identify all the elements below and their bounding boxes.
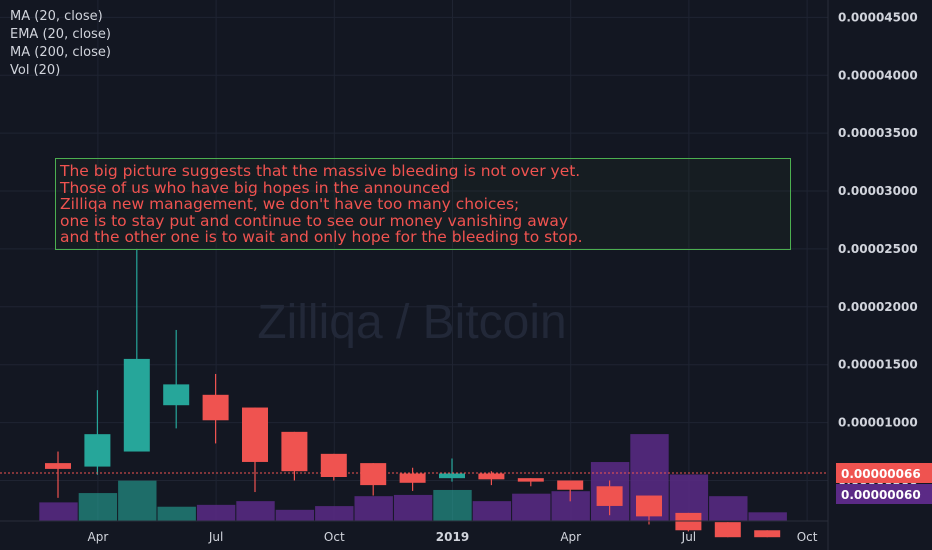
time-tick-label: Jul	[681, 530, 696, 544]
legend-ma20[interactable]: MA (20, close)	[10, 9, 103, 24]
volume-bar	[275, 509, 315, 521]
price-label: 0.00000066	[841, 467, 921, 481]
time-tick-label: Oct	[797, 530, 818, 544]
price-tick-label: 0.00001000	[838, 416, 918, 430]
annotation-line: one is to stay put and continue to see o…	[60, 211, 569, 230]
candle-body[interactable]	[84, 434, 111, 467]
volume-bar	[709, 496, 748, 521]
time-tick-label: Oct	[324, 530, 345, 544]
volume-bar	[118, 480, 157, 521]
volume-label-box	[836, 484, 932, 504]
price-tick-label: 0.00004000	[838, 68, 918, 82]
price-axis[interactable]: 0.00004500 0.00004000 0.00003500 0.00003000…	[838, 10, 918, 487]
volume-bar	[512, 493, 551, 521]
candle-body[interactable]	[478, 473, 505, 480]
legend-ma200[interactable]: MA (200, close)	[10, 45, 111, 60]
grid	[0, 0, 828, 521]
time-tick-label: 2019	[436, 530, 469, 544]
annotation-line: The big picture suggests that the massiv…	[60, 162, 581, 180]
annotation-line: and the other one is to wait and only ho…	[60, 228, 583, 246]
volume-bar	[433, 489, 472, 521]
candle-body[interactable]	[45, 463, 71, 469]
indicator-legend: MA (20, close) EMA (20, close) MA (200, …	[10, 8, 111, 80]
volume-bar	[78, 493, 118, 521]
legend-ema20[interactable]: EMA (20, close)	[10, 27, 111, 42]
volume-bar	[393, 494, 433, 521]
volume-bars	[39, 434, 787, 521]
candle-body[interactable]	[714, 522, 741, 538]
candle-body[interactable]	[675, 512, 702, 531]
price-tick-label: 0.00001500	[838, 358, 918, 372]
time-tick-label: Apr	[560, 530, 581, 544]
volume-bar	[236, 501, 275, 521]
candle-body[interactable]	[242, 407, 268, 462]
candle-body[interactable]	[399, 473, 426, 483]
candle-body[interactable]	[517, 478, 544, 482]
candle-body[interactable]	[557, 480, 584, 490]
candle-body[interactable]	[596, 486, 623, 506]
chart-watermark: Zilliqa / Bitcoin	[257, 296, 566, 349]
candle-body[interactable]	[202, 394, 229, 421]
volume-bar	[472, 501, 512, 521]
price-label-box	[836, 463, 932, 483]
candle-body[interactable]	[281, 431, 308, 472]
volume-bar	[39, 502, 78, 521]
price-tick-label: 0.00002500	[838, 242, 918, 256]
price-tick-label: 0.00003500	[838, 126, 918, 140]
candle-body[interactable]	[754, 530, 781, 538]
volume-bar	[748, 512, 787, 521]
candle-body[interactable]	[320, 453, 347, 478]
price-tick-label: 0.00004500	[838, 10, 918, 24]
time-tick-label: Apr	[88, 530, 109, 544]
price-candles	[45, 248, 781, 538]
candle-body[interactable]	[636, 495, 662, 517]
candle-body[interactable]	[163, 384, 190, 406]
candle-body[interactable]	[123, 358, 150, 452]
volume-bar	[315, 506, 354, 521]
price-tick-label: 0.00003000	[838, 184, 918, 198]
candle-body[interactable]	[439, 473, 465, 479]
price-tick-label: 0.00002000	[838, 300, 918, 314]
volume-bar	[157, 506, 196, 521]
annotation-line: Zilliqa new management, we don't have to…	[60, 195, 520, 213]
candle-body[interactable]	[360, 463, 387, 486]
legend-vol20[interactable]: Vol (20)	[10, 63, 61, 78]
time-axis[interactable]: Apr Jul Oct 2019 Apr Jul Oct	[88, 530, 818, 544]
annotation-line: Those of us who have big hopes in the an…	[60, 178, 451, 197]
volume-bar	[196, 504, 236, 521]
text-annotation[interactable]: The big picture suggests that the massiv…	[55, 158, 791, 250]
time-tick-label: Jul	[208, 530, 223, 544]
volume-label: 0.00000060	[841, 488, 921, 502]
volume-bar	[354, 496, 393, 521]
